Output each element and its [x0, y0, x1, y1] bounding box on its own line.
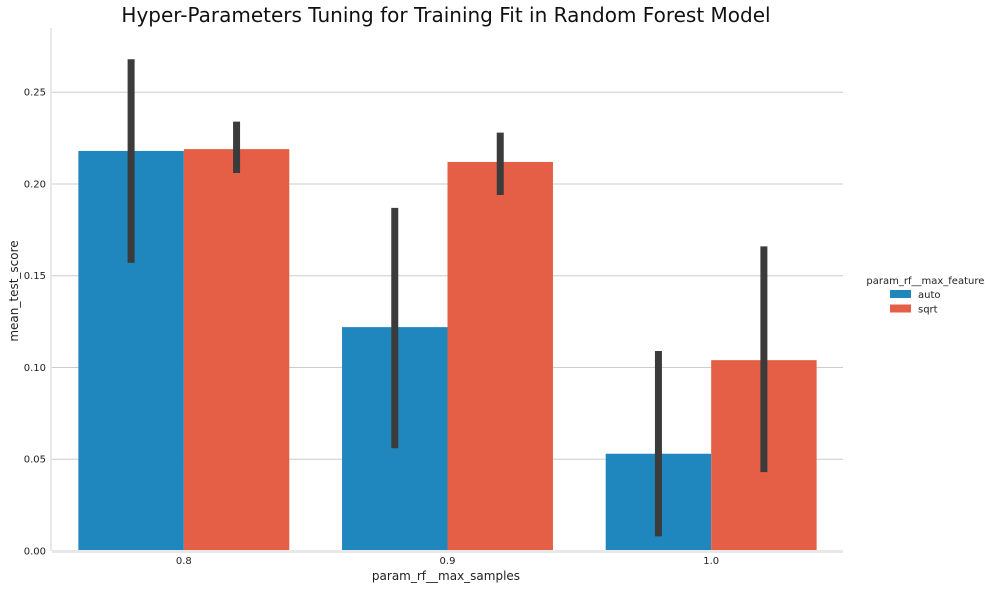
x-tick-labels: 0.8 0.9 1.0 — [176, 556, 719, 567]
legend-title: param_rf__max_features — [866, 276, 985, 287]
y-tick-label: 0.00 — [24, 547, 46, 558]
y-tick-label: 0.10 — [24, 363, 46, 374]
bar-sqrt-0.9 — [447, 161, 553, 551]
y-tick-label: 0.20 — [24, 179, 46, 190]
y-axis-label: mean_test_score — [7, 240, 21, 341]
legend: param_rf__max_features auto sqrt — [866, 276, 985, 316]
y-tick-label: 0.15 — [24, 271, 46, 282]
legend-swatch-sqrt — [890, 304, 911, 313]
chart-title: Hyper-Parameters Tuning for Training Fit… — [121, 3, 770, 27]
x-tick-label: 0.9 — [440, 556, 456, 567]
legend-label-sqrt: sqrt — [918, 305, 938, 316]
legend-label-auto: auto — [918, 290, 941, 301]
y-tick-label: 0.25 — [24, 88, 46, 99]
x-tick-label: 1.0 — [703, 556, 719, 567]
legend-swatch-auto — [890, 290, 911, 298]
bars — [78, 149, 817, 552]
error-bars — [127, 59, 768, 537]
bar-sqrt-0.8 — [183, 149, 290, 551]
y-tick-labels: 0.00 0.05 0.10 0.15 0.20 0.25 — [24, 88, 46, 558]
y-tick-label: 0.05 — [24, 455, 46, 466]
x-axis-label: param_rf__max_samples — [372, 569, 520, 583]
x-tick-label: 0.8 — [176, 556, 192, 567]
